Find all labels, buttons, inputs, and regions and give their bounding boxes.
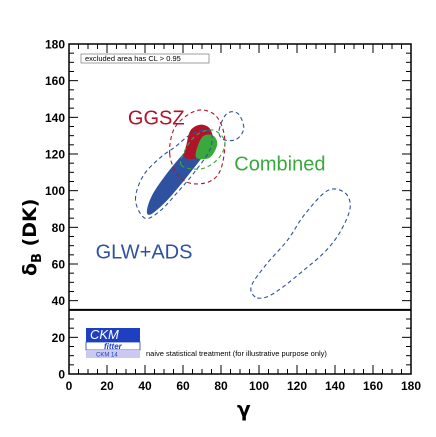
y-tick-label: 20 <box>52 331 66 345</box>
y-axis-label: δB (DK) <box>19 199 45 276</box>
x-tick-label: 0 <box>66 379 73 393</box>
glw-ads-contour-a <box>134 129 213 220</box>
ggsz-label: GGSZ <box>128 108 185 130</box>
combined-region-filled <box>195 134 218 160</box>
y-axis-label-main: δ <box>19 263 41 276</box>
x-tick-label: 20 <box>100 379 114 393</box>
x-tick-label: 80 <box>214 379 228 393</box>
combined-label: Combined <box>234 154 325 176</box>
y-tick-label: 60 <box>52 258 66 272</box>
logo-ckm: CKM <box>90 327 119 342</box>
x-tick-label: 100 <box>249 379 269 393</box>
y-tick-label: 100 <box>45 184 65 198</box>
y-tick-label: 80 <box>52 221 66 235</box>
y-axis-label-sub: B <box>30 253 45 263</box>
legend-note: excluded area has CL > 0.95 <box>85 54 181 63</box>
tick-labels: 0 20 40 60 80 100 120 140 160 180 0 20 40 60 80 100 120 1… <box>45 38 421 394</box>
legend-note-box: excluded area has CL > 0.95 <box>80 53 210 64</box>
confidence-regions: GGSZ GLW+ADS Combined <box>96 108 351 299</box>
y-tick-label: 40 <box>52 294 66 308</box>
x-tick-label: 180 <box>401 379 421 393</box>
axis-ticks <box>68 43 412 375</box>
combined-contour-a <box>179 129 226 170</box>
x-tick-label: 60 <box>176 379 190 393</box>
y-tick-label: 180 <box>45 38 65 52</box>
x-tick-label: 120 <box>287 379 307 393</box>
glw-ads-region-filled <box>146 142 206 215</box>
y-tick-label: 120 <box>45 148 65 162</box>
x-tick-label: 140 <box>325 379 345 393</box>
y-tick-label: 140 <box>45 111 65 125</box>
y-axis-label-suffix: (DK) <box>19 199 41 253</box>
x-tick-label: 160 <box>363 379 383 393</box>
logo-year: CKM 14 <box>96 353 118 359</box>
ggsz-contour-a <box>169 109 226 185</box>
x-axis-label: γ <box>237 397 251 421</box>
y-tick-label: 160 <box>45 74 65 88</box>
glw-ads-label: GLW+ADS <box>96 242 193 264</box>
glw-ads-contour-c <box>250 188 351 299</box>
y-tick-label: 0 <box>58 368 65 382</box>
ckmfitter-logo: CKM fitter CKM 14 <box>85 327 141 359</box>
svg-text:δB (DK): δB (DK) <box>19 199 45 276</box>
naive-note: naive statistical treatment (for illustr… <box>146 349 327 358</box>
plot-frame <box>68 43 412 375</box>
logo-fitter: fitter <box>104 342 123 351</box>
x-tick-label: 40 <box>138 379 152 393</box>
